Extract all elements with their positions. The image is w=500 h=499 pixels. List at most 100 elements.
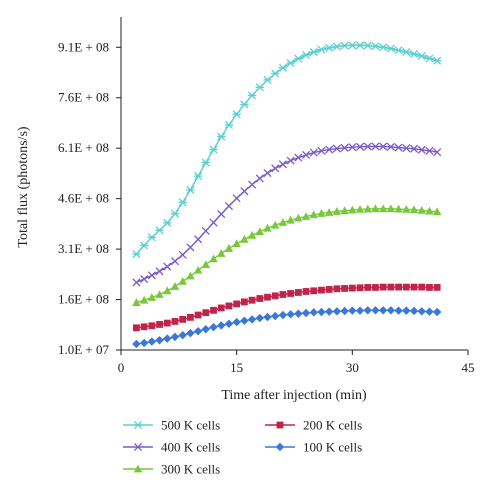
data-point	[232, 239, 241, 248]
data-point	[240, 187, 249, 196]
legend-item: 100 K cells	[265, 440, 362, 455]
data-point	[263, 223, 272, 232]
data-point	[286, 215, 295, 224]
data-point	[417, 307, 426, 316]
data-point	[209, 254, 218, 263]
y-tick-label: 6.1E + 08	[58, 140, 109, 155]
data-point	[139, 241, 149, 250]
data-point	[433, 284, 441, 291]
data-point	[247, 91, 257, 100]
data-point	[263, 312, 272, 322]
data-point	[147, 293, 157, 301]
data-point	[271, 220, 280, 229]
data-point	[147, 271, 156, 280]
y-axis-title: Total flux (photons/s)	[16, 126, 31, 247]
data-point	[309, 308, 318, 317]
data-point	[425, 307, 434, 316]
data-point	[417, 145, 426, 154]
data-point	[332, 307, 342, 316]
data-point	[209, 145, 218, 154]
data-point	[317, 209, 326, 217]
data-point	[340, 206, 349, 215]
data-point	[139, 295, 149, 304]
data-point	[140, 274, 149, 284]
data-point	[278, 310, 288, 320]
data-point	[163, 218, 172, 227]
data-point	[286, 156, 295, 165]
data-point	[148, 322, 156, 330]
y-tick-label: 1.0E + 07	[58, 342, 110, 357]
data-point	[155, 226, 164, 235]
data-point	[217, 249, 226, 257]
data-point	[318, 286, 325, 294]
data-point	[325, 307, 334, 316]
data-point	[325, 43, 334, 53]
data-point	[433, 148, 442, 157]
data-point	[279, 291, 287, 298]
data-point	[333, 285, 341, 293]
data-point	[193, 172, 203, 181]
data-point	[186, 328, 195, 338]
legend-marker	[275, 442, 285, 452]
data-point	[371, 306, 380, 315]
data-point	[163, 319, 171, 327]
data-point	[387, 283, 395, 291]
data-point	[340, 306, 349, 316]
data-point	[409, 49, 419, 59]
data-point	[294, 289, 302, 296]
data-point	[418, 283, 426, 291]
data-point	[163, 286, 172, 295]
data-point	[394, 306, 403, 315]
data-point	[147, 233, 157, 242]
data-point	[417, 51, 426, 61]
data-point	[240, 234, 249, 243]
data-point	[133, 324, 140, 332]
data-point	[301, 308, 311, 318]
data-point	[155, 290, 164, 298]
data-point	[178, 331, 187, 340]
data-point	[341, 285, 349, 292]
data-point	[255, 174, 264, 183]
data-point	[271, 292, 279, 300]
plot-area	[132, 41, 442, 349]
data-point	[248, 180, 257, 189]
data-point	[402, 144, 411, 153]
data-point	[155, 336, 164, 345]
x-tick-label: 15	[230, 360, 243, 375]
data-point	[394, 46, 403, 55]
x-tick-label: 45	[462, 360, 475, 375]
data-point	[302, 288, 310, 295]
data-point	[179, 315, 187, 323]
data-point	[201, 324, 211, 334]
data-point	[332, 144, 341, 153]
x-axis-title: Time after injection (min)	[221, 388, 367, 403]
data-point	[217, 304, 225, 312]
y-tick-label: 3.1E + 08	[58, 241, 109, 256]
data-point	[210, 306, 217, 314]
data-point	[294, 153, 303, 162]
data-point	[364, 284, 372, 291]
data-point	[139, 338, 149, 348]
data-point	[355, 41, 365, 50]
data-point	[386, 204, 396, 213]
data-point	[348, 143, 357, 152]
data-point	[309, 47, 318, 57]
data-point	[355, 306, 365, 315]
data-point	[132, 278, 141, 287]
data-point	[170, 257, 180, 266]
data-point	[340, 41, 349, 50]
legend-label: 200 K cells	[303, 418, 362, 433]
data-point	[217, 321, 226, 330]
data-point	[217, 210, 226, 219]
data-point	[193, 265, 203, 274]
data-point	[425, 54, 434, 63]
y-tick-label: 4.6E + 08	[58, 191, 109, 206]
data-point	[409, 306, 419, 316]
data-point	[363, 306, 372, 315]
data-point	[294, 309, 303, 318]
data-point	[286, 59, 295, 68]
data-point	[201, 260, 211, 268]
data-point	[425, 206, 434, 215]
data-point	[194, 235, 203, 244]
data-point	[378, 43, 388, 52]
